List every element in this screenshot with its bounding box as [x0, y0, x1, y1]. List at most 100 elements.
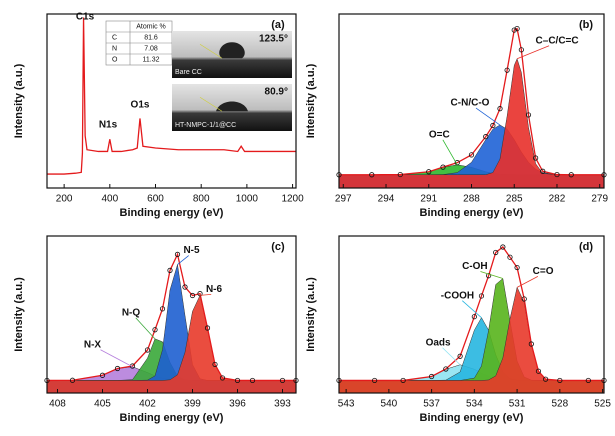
raw-point [219, 375, 226, 381]
raw-point [471, 314, 477, 320]
raw-point [521, 296, 527, 302]
x-tick-label: 288 [463, 194, 480, 205]
x-tick-label: 396 [229, 399, 246, 410]
label-leader [516, 275, 539, 288]
label-leader [442, 139, 458, 165]
raw-point [457, 353, 463, 359]
table-cell: N [112, 45, 117, 52]
raw-point [490, 122, 496, 129]
raw-point [493, 249, 499, 256]
raw-point [540, 168, 546, 174]
sample-label: Bare CC [175, 69, 202, 76]
raw-point [114, 365, 121, 372]
contact-angle: 80.9° [265, 87, 288, 98]
raw-point [504, 67, 510, 73]
x-tick-label: 543 [338, 399, 355, 410]
x-tick-label: 400 [101, 194, 118, 205]
x-tick-label: 297 [335, 194, 352, 205]
raw-point [189, 292, 196, 299]
raw-point [279, 377, 286, 384]
raw-point [528, 341, 534, 347]
raw-point [525, 112, 532, 118]
axes-frame [46, 13, 297, 189]
label-leader [516, 45, 550, 60]
component-label: N-6 [206, 284, 223, 295]
peak-label: N1s [99, 120, 118, 131]
raw-point [557, 377, 563, 384]
label-leader [135, 317, 156, 340]
panel-label: (d) [579, 241, 593, 253]
raw-point [369, 172, 375, 178]
component-label: C-OH [462, 261, 488, 272]
panel-label: (c) [271, 241, 285, 253]
panel-label: (a) [271, 19, 285, 31]
x-tick-label: 1200 [281, 194, 304, 205]
raw-point [443, 366, 449, 372]
peak-label: O1s [131, 100, 150, 111]
contact-angle: 123.5° [259, 34, 288, 45]
raw-point [144, 347, 151, 353]
x-tick-label: 200 [56, 194, 73, 205]
raw-point [478, 293, 485, 299]
raw-point [514, 264, 520, 271]
x-tick-label: 282 [549, 194, 566, 205]
x-tick-label: 1000 [236, 194, 259, 205]
raw-point [159, 306, 166, 312]
raw-point [397, 171, 403, 178]
raw-point [507, 254, 513, 260]
raw-point [554, 171, 560, 178]
raw-point [468, 152, 475, 158]
axes-frame [46, 235, 297, 394]
table-cell: 81.6 [144, 34, 158, 41]
raw-point [429, 373, 435, 380]
raw-point [542, 376, 549, 382]
x-tick-label: 537 [423, 399, 440, 410]
table-cell: 7.08 [144, 45, 158, 52]
x-tick-label: 291 [420, 194, 437, 205]
x-tick-label: 800 [193, 194, 210, 205]
x-tick-label: 600 [147, 194, 164, 205]
raw-point [234, 377, 241, 384]
droplet [219, 42, 245, 59]
raw-point [514, 25, 520, 32]
component-label: Oads [426, 337, 451, 348]
raw-point [533, 155, 539, 161]
raw-point [585, 377, 591, 384]
raw-point [497, 106, 503, 112]
droplet [216, 101, 248, 112]
label-leader [199, 293, 212, 296]
component-label: O=C [429, 129, 450, 140]
label-leader [177, 255, 189, 265]
x-tick-label: 534 [466, 399, 483, 410]
x-axis-label: Binding energy (eV) [120, 412, 224, 424]
angle-guide [199, 43, 223, 59]
x-tick-label: 540 [381, 399, 398, 410]
raw-point [485, 273, 492, 279]
x-tick-label: 525 [594, 399, 611, 410]
raw-point [167, 267, 173, 273]
raw-point [483, 134, 489, 140]
x-tick-label: 402 [139, 399, 156, 410]
raw-point [440, 164, 446, 170]
raw-point [197, 291, 203, 297]
angle-guide [199, 96, 223, 112]
raw-point [454, 160, 460, 166]
x-tick-label: 285 [506, 194, 523, 205]
peak-component [46, 264, 297, 394]
y-axis-label: Intensity (a.u.) [13, 63, 25, 138]
label-leader [475, 107, 501, 126]
x-tick-label: 531 [509, 399, 526, 410]
raw-point [426, 169, 432, 175]
axes-frame [338, 235, 605, 394]
fit-envelope [339, 246, 604, 382]
x-tick-label: 399 [184, 399, 201, 410]
y-axis-label: Intensity (a.u.) [13, 277, 25, 352]
x-axis-label: Binding energy (eV) [120, 207, 224, 219]
raw-point [204, 325, 211, 331]
x-tick-label: 279 [591, 194, 608, 205]
table-cell: 11.32 [143, 56, 160, 63]
table-cell: C [112, 34, 117, 41]
raw-point [568, 172, 574, 178]
raw-point [174, 251, 181, 257]
label-leader [462, 300, 482, 318]
